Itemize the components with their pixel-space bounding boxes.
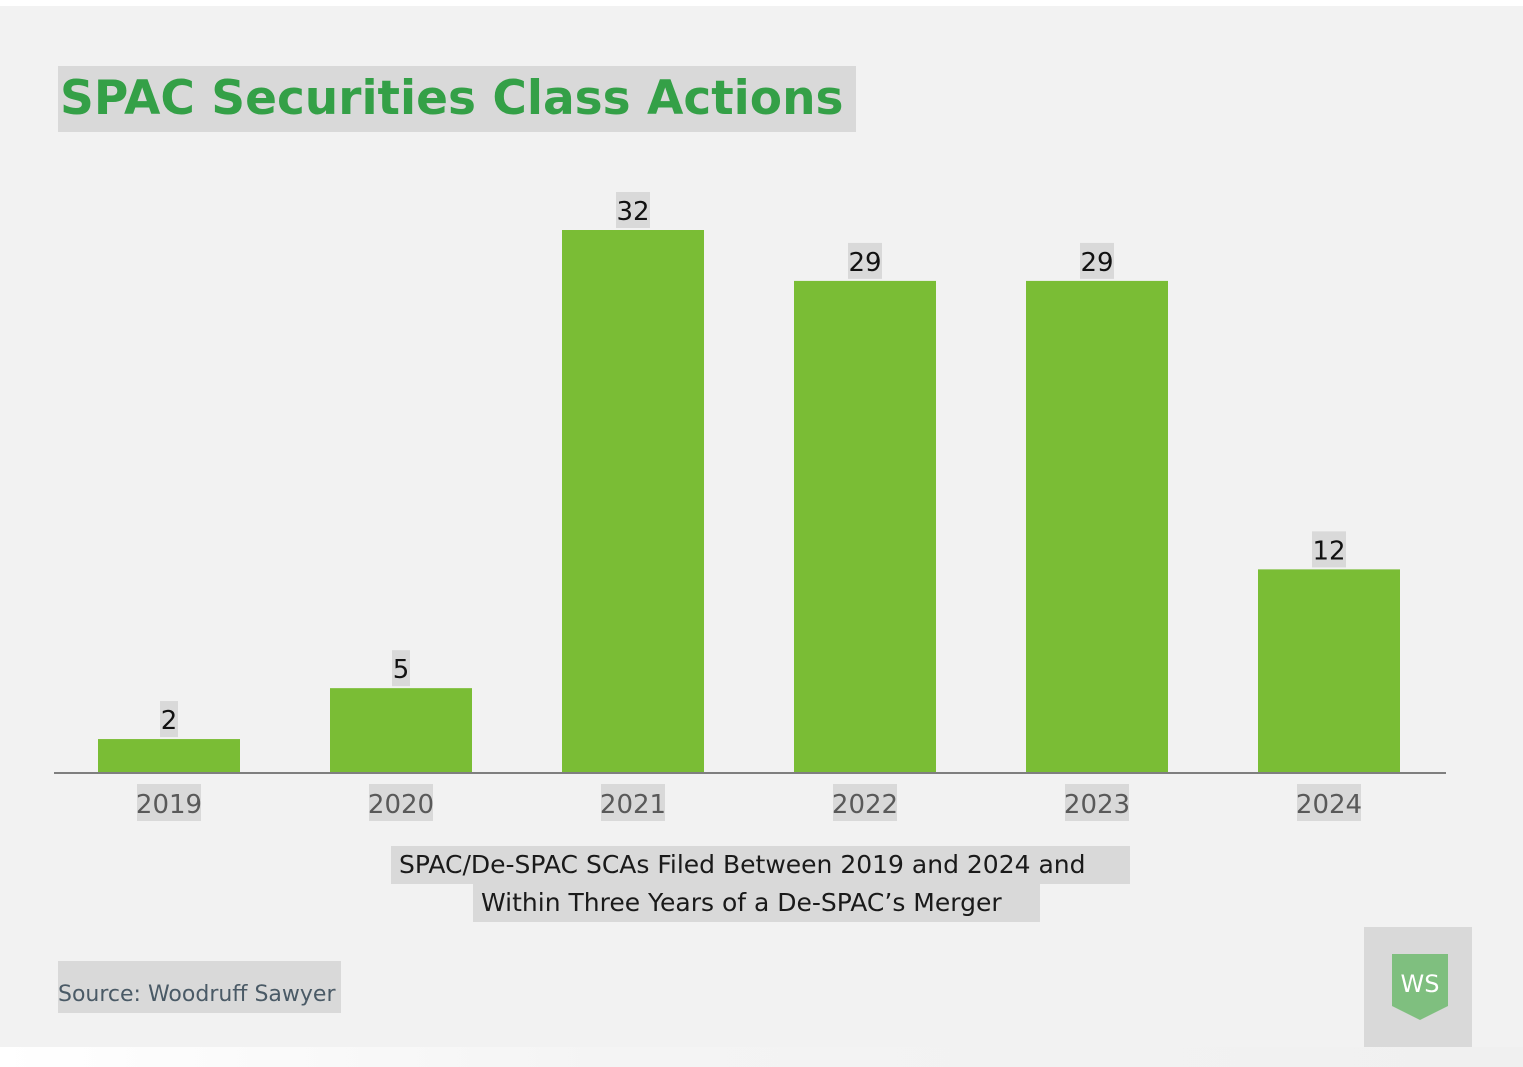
tick-label-bg-2020: [369, 784, 433, 821]
x-axis-label-line-1: SPAC/De-SPAC SCAs Filed Between 2019 and…: [391, 846, 1130, 884]
bar-2021: [562, 230, 704, 773]
chart-title: SPAC Securities Class Actions: [58, 66, 856, 132]
logo: WS: [1364, 927, 1472, 1047]
data-label-bg-2020: [392, 650, 410, 687]
data-label-2021: 32: [616, 197, 649, 227]
data-label-2024: 12: [1312, 536, 1345, 566]
bottom-shade: [0, 1047, 1523, 1067]
data-label-bg-2019: [160, 701, 178, 738]
tick-label-bg-2019: [137, 784, 201, 821]
data-label-bg-2022: [848, 242, 882, 279]
data-label-bg-2024: [1312, 531, 1346, 568]
tick-label-bg-2021: [601, 784, 665, 821]
tick-label-bg-2023: [1065, 784, 1129, 821]
tick-label-2020: 2020: [368, 790, 434, 820]
bar-2020: [330, 688, 472, 773]
data-label-2022: 29: [848, 248, 881, 278]
source-note: Source: Woodruff Sawyer: [58, 961, 341, 1013]
bar-2019: [98, 739, 240, 773]
logo-text: WS: [1401, 970, 1440, 998]
tick-label-2019: 2019: [136, 790, 202, 820]
tick-label-2023: 2023: [1064, 790, 1130, 820]
tick-label-2021: 2021: [600, 790, 666, 820]
data-label-bg-2023: [1080, 242, 1114, 279]
tick-label-2022: 2022: [832, 790, 898, 820]
bar-2024: [1258, 569, 1400, 773]
data-label-2019: 2: [161, 706, 178, 736]
tick-label-2024: 2024: [1296, 790, 1362, 820]
tick-label-bg-2022: [833, 784, 897, 821]
x-axis-label-line-2: Within Three Years of a De-SPAC’s Merger: [473, 884, 1040, 922]
data-label-2020: 5: [393, 655, 410, 685]
data-label-bg-2021: [616, 192, 650, 228]
tick-label-bg-2024: [1297, 784, 1361, 821]
shield-logo-icon: WS: [1392, 954, 1448, 1020]
bar-2022: [794, 280, 936, 773]
bar-2023: [1026, 280, 1168, 773]
data-label-2023: 29: [1080, 248, 1113, 278]
